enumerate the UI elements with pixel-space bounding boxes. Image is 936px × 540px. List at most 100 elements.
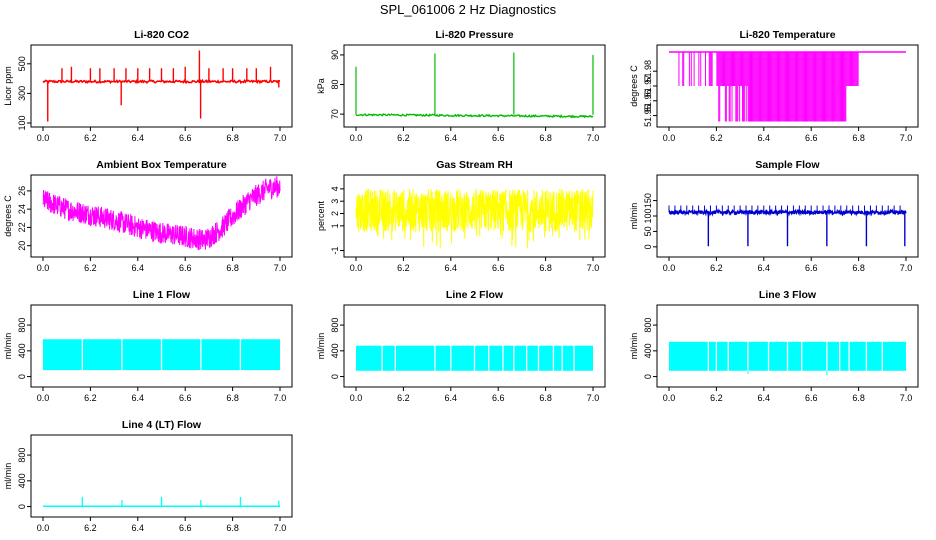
y-tick-label: 400	[17, 343, 27, 358]
x-tick-label: 6.4	[132, 133, 145, 143]
y-tick-label: 70	[330, 109, 340, 119]
y-axis-label: degrees C	[629, 65, 639, 107]
x-tick-label: 7.0	[274, 393, 287, 403]
y-tick-label: 0	[17, 374, 27, 379]
x-tick-label: 0.0	[37, 133, 50, 143]
x-tick-label: 7.0	[274, 263, 287, 273]
y-axis-label: ml/min	[629, 203, 639, 230]
x-tick-label: 0.0	[350, 263, 363, 273]
x-tick-label: 6.4	[132, 393, 145, 403]
x-tick-label: 6.2	[710, 133, 723, 143]
panel-4: Ambient Box Temperature 0.0 6.2 6.4 6.6 6.8 7.…	[3, 159, 293, 273]
y-axis-label: Licor ppm	[3, 66, 13, 106]
y-tick-label: 0	[643, 244, 653, 249]
x-tick-label: 7.0	[587, 263, 600, 273]
x-tick-label: 7.0	[900, 393, 913, 403]
x-tick-label: 7.0	[587, 393, 600, 403]
y-tick-label: 24	[17, 204, 27, 214]
panel-8: Line 2 Flow 0.0 6.2 6.4 6.6 6.8 7.0 0 400 800 ml/m…	[316, 289, 606, 403]
y-tick-label: 80	[330, 80, 340, 90]
x-tick-label: 7.0	[587, 133, 600, 143]
y-axis-label: percent	[316, 200, 326, 231]
x-tick-label: 6.4	[132, 523, 145, 533]
plot-frame	[30, 44, 293, 128]
y-tick-label: 51.98	[643, 60, 653, 83]
x-tick-label: 0.0	[350, 133, 363, 143]
x-tick-label: 6.4	[758, 133, 771, 143]
plot-frame	[343, 44, 606, 128]
x-tick-label: 6.8	[226, 393, 239, 403]
x-tick-label: 6.6	[179, 393, 192, 403]
y-axis-label: ml/min	[3, 463, 13, 490]
x-tick-label: 6.4	[758, 393, 771, 403]
x-tick-label: 6.8	[852, 263, 865, 273]
x-tick-label: 0.0	[37, 393, 50, 403]
y-tick-label: 400	[330, 343, 340, 358]
panel-1: Li-820 CO2 0.0 6.2 6.4 6.6 6.8 7.0 100 300 500 Lic…	[3, 29, 293, 143]
y-tick-label: 100	[17, 115, 27, 130]
plot-frame	[30, 304, 293, 388]
plot-frame	[343, 304, 606, 388]
x-tick-label: 6.8	[226, 523, 239, 533]
y-tick-label: 100	[643, 208, 653, 223]
x-tick-label: 7.0	[274, 523, 287, 533]
y-tick-label: 800	[17, 318, 27, 333]
y-tick-label: 20	[17, 241, 27, 251]
x-tick-label: 7.0	[274, 133, 287, 143]
x-tick-label: 6.6	[179, 133, 192, 143]
x-tick-label: 6.2	[84, 133, 97, 143]
x-tick-label: 6.8	[852, 133, 865, 143]
panel-title: Line 1 Flow	[133, 289, 191, 301]
y-tick-label: 800	[17, 448, 27, 463]
panel-3: Li-820 Temperature 0.0 6.2 6.4 6.6 6.8 7.0 51.9…	[629, 29, 919, 143]
y-axis-label: ml/min	[3, 333, 13, 360]
panel-7: Line 1 Flow 0.0 6.2 6.4 6.6 6.8 7.0 0 400 800 ml/m…	[3, 289, 293, 403]
panel-title: Li-820 Temperature	[739, 29, 835, 41]
x-tick-label: 6.4	[445, 263, 458, 273]
y-tick-label: 0	[330, 374, 340, 379]
x-tick-label: 6.6	[805, 393, 818, 403]
y-tick-label: 50	[643, 226, 653, 236]
y-axis-label: ml/min	[316, 333, 326, 360]
x-tick-label: 6.4	[445, 133, 458, 143]
x-tick-label: 6.6	[492, 263, 505, 273]
y-tick-label: 22	[17, 222, 27, 232]
rh-series-line	[355, 188, 594, 249]
y-tick-label: 400	[643, 343, 653, 358]
panel-title: Gas Stream RH	[436, 159, 512, 171]
panel-title: Li-820 CO2	[134, 29, 189, 41]
panel-title: Ambient Box Temperature	[96, 159, 227, 171]
y-tick-label: 0	[17, 504, 27, 509]
panel-title: Line 2 Flow	[446, 289, 504, 301]
y-tick-label: 500	[17, 56, 27, 71]
x-tick-label: 0.0	[663, 263, 676, 273]
y-tick-label: 300	[17, 86, 27, 101]
y-tick-label: 4	[330, 186, 340, 191]
x-tick-label: 0.0	[37, 263, 50, 273]
y-tick-label: 0	[643, 374, 653, 379]
x-tick-label: 7.0	[900, 263, 913, 273]
x-tick-label: 6.8	[852, 393, 865, 403]
x-tick-label: 6.6	[179, 263, 192, 273]
y-tick-label: 150	[643, 193, 653, 208]
y-tick-label: 2	[330, 211, 340, 216]
x-tick-label: 6.8	[539, 263, 552, 273]
panel-title: Sample Flow	[755, 159, 820, 171]
x-tick-label: 6.4	[445, 393, 458, 403]
x-tick-label: 6.6	[805, 263, 818, 273]
x-tick-label: 7.0	[900, 133, 913, 143]
y-axis-label: degrees C	[3, 195, 13, 237]
ambient-temp-series-line	[42, 176, 281, 251]
y-tick-label: 3	[330, 199, 340, 204]
panel-2: Li-820 Pressure 0.0 6.2 6.4 6.6 6.8 7.0 70 80 90 k…	[316, 29, 606, 143]
y-tick-label: 26	[17, 186, 27, 196]
panel-title: Line 3 Flow	[759, 289, 817, 301]
x-tick-label: 6.2	[710, 263, 723, 273]
x-tick-label: 6.6	[805, 133, 818, 143]
y-tick-label: 800	[330, 318, 340, 333]
panel-5: Gas Stream RH 0.0 6.2 6.4 6.6 6.8 7.0 -1 1 2 3 4 per…	[316, 159, 606, 273]
y-tick-label: 800	[643, 318, 653, 333]
plot-frame	[30, 174, 293, 258]
